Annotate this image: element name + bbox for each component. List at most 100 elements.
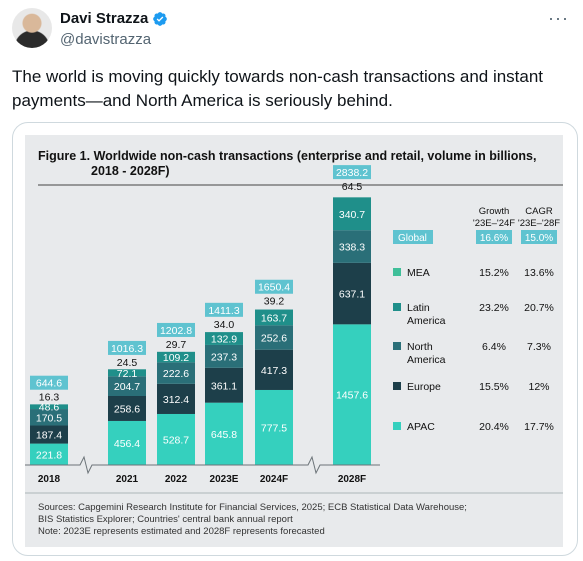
table-cagr-latin-america: 20.7% (524, 302, 554, 314)
x-tick-2022: 2022 (165, 474, 188, 485)
legend-label-apac-1: APAC (407, 421, 435, 433)
more-horizontal-icon[interactable]: ··· (548, 8, 569, 28)
value-label-latin-america-2022: 109.2 (163, 352, 189, 364)
value-label-europe-2021: 258.6 (114, 403, 140, 415)
total-label-2023E: 1411.3 (208, 305, 239, 317)
x-tick-2018: 2018 (38, 474, 61, 485)
value-label-north-america-2028F: 338.3 (339, 242, 365, 254)
bar-europe-2021 (108, 396, 146, 421)
cagr-header-line-2: '23E–'28F (518, 218, 560, 229)
bar-north-america-2018 (30, 409, 68, 426)
bar-latin-america-2024F (255, 309, 293, 326)
bar-europe-2018 (30, 425, 68, 444)
chart-title-line-2: 2018 - 2028F) (91, 164, 170, 178)
legend-swatch-europe (393, 382, 401, 390)
total-label-2021: 1016.3 (111, 343, 143, 355)
total-box-2028F (333, 165, 371, 180)
value-label-north-america-2021: 204.7 (114, 381, 140, 393)
value-label-apac-2021: 456.4 (114, 438, 140, 450)
bars-layer: 221.8 187.4 170.548.616.3 644.6 2018 456.4 258… (25, 165, 380, 485)
legend-swatch-mea (393, 268, 401, 276)
table-growth-north-america: 6.4% (482, 341, 506, 353)
bar-latin-america-2023E (205, 332, 243, 345)
legend-label-europe-1: Europe (407, 381, 441, 393)
bar-north-america-2024F (255, 325, 293, 350)
table-cagr-north-america: 7.3% (527, 341, 551, 353)
value-label-europe-2018: 187.4 (36, 430, 62, 442)
value-label-latin-america-2018: 48.6 (39, 402, 60, 414)
chart-title-line-1: Figure 1. Worldwide non-cash transaction… (38, 149, 536, 163)
bar-north-america-2023E (205, 344, 243, 368)
growth-header-line-2: '23E–'24F (473, 218, 515, 229)
legend-swatch-apac (393, 422, 401, 430)
avatar[interactable] (12, 8, 52, 48)
total-label-2022: 1202.8 (160, 325, 192, 337)
table-growth-apac: 20.4% (479, 421, 509, 433)
value-label-mea-2021: 24.5 (117, 357, 138, 369)
value-label-mea-2024F: 39.2 (264, 296, 285, 308)
table-cagr-global: 15.0% (525, 233, 553, 244)
author-name[interactable]: Davi Strazza (60, 10, 149, 27)
value-label-apac-2024F: 777.5 (261, 422, 287, 434)
table-growth-latin-america: 23.2% (479, 302, 509, 314)
legend-label-north-america-1: North (407, 341, 433, 353)
value-label-latin-america-2023E: 132.9 (211, 334, 237, 346)
bar-latin-america-2022 (157, 351, 195, 363)
value-label-north-america-2018: 170.5 (36, 412, 62, 424)
x-axis-baseline (25, 455, 380, 475)
global-growth-box (476, 230, 512, 244)
bar-europe-2022 (157, 383, 195, 414)
total-box-2018 (30, 375, 68, 390)
bar-apac-2023E (205, 402, 243, 465)
bar-europe-2028F (333, 262, 371, 325)
x-tick-2028F: 2028F (338, 474, 366, 485)
bar-latin-america-2018 (30, 404, 68, 410)
x-tick-2021: 2021 (116, 474, 139, 485)
bar-north-america-2022 (157, 362, 195, 384)
source-line-2: BIS Statistics Explorer; Countries' cent… (38, 514, 293, 525)
bar-europe-2024F (255, 349, 293, 390)
value-label-europe-2022: 312.4 (163, 394, 189, 406)
value-label-north-america-2022: 222.6 (163, 368, 189, 380)
total-label-2028F: 2838.2 (336, 167, 368, 179)
total-box-2023E (205, 302, 243, 317)
value-label-mea-2028F: 64.5 (342, 181, 363, 193)
verified-badge-icon (153, 11, 168, 26)
value-label-apac-2023E: 645.8 (211, 429, 237, 441)
tweet-media[interactable]: Figure 1. Worldwide non-cash transaction… (12, 122, 578, 556)
author-handle[interactable]: @davistrazza (60, 31, 152, 48)
bar-apac-2022 (157, 413, 195, 465)
value-label-latin-america-2021: 72.1 (117, 368, 138, 380)
stacked-bar-chart: Figure 1. Worldwide non-cash transaction… (25, 149, 563, 537)
value-label-apac-2028F: 1457.6 (336, 390, 368, 402)
value-label-europe-2024F: 417.3 (261, 365, 287, 377)
value-label-mea-2022: 29.7 (166, 339, 187, 351)
bar-north-america-2028F (333, 230, 371, 263)
legend-label-mea-1: MEA (407, 267, 430, 279)
value-label-mea-2018: 16.3 (39, 392, 60, 404)
value-label-apac-2022: 528.7 (163, 434, 189, 446)
x-tick-2024F: 2024F (260, 474, 288, 485)
table-growth-global: 16.6% (480, 233, 508, 244)
value-label-apac-2018: 221.8 (36, 449, 62, 461)
table-region-global: Global (398, 233, 427, 244)
bar-apac-2021 (108, 420, 146, 465)
global-label-box (393, 230, 433, 244)
bar-latin-america-2028F (333, 197, 371, 231)
bar-apac-2018 (30, 443, 68, 465)
value-label-europe-2023E: 361.1 (211, 380, 237, 392)
total-box-2022 (157, 322, 195, 337)
table-cagr-mea: 13.6% (524, 267, 554, 279)
total-box-2024F (255, 279, 293, 294)
global-cagr-box (521, 230, 557, 244)
source-line-1: Sources: Capgemini Research Institute fo… (38, 502, 467, 513)
value-label-mea-2023E: 34.0 (214, 319, 235, 331)
author-row: Davi Strazza (60, 10, 168, 27)
value-label-latin-america-2028F: 340.7 (339, 209, 365, 221)
cagr-header-line-1: CAGR (525, 206, 553, 217)
table-growth-mea: 15.2% (479, 267, 509, 279)
bar-europe-2023E (205, 367, 243, 403)
legend-label-north-america-2: America (407, 354, 446, 366)
table-growth-europe: 15.5% (479, 381, 509, 393)
growth-table: Growth'23E–'24F CAGR'23E–'28F Global 16.6% 1… (393, 206, 560, 433)
